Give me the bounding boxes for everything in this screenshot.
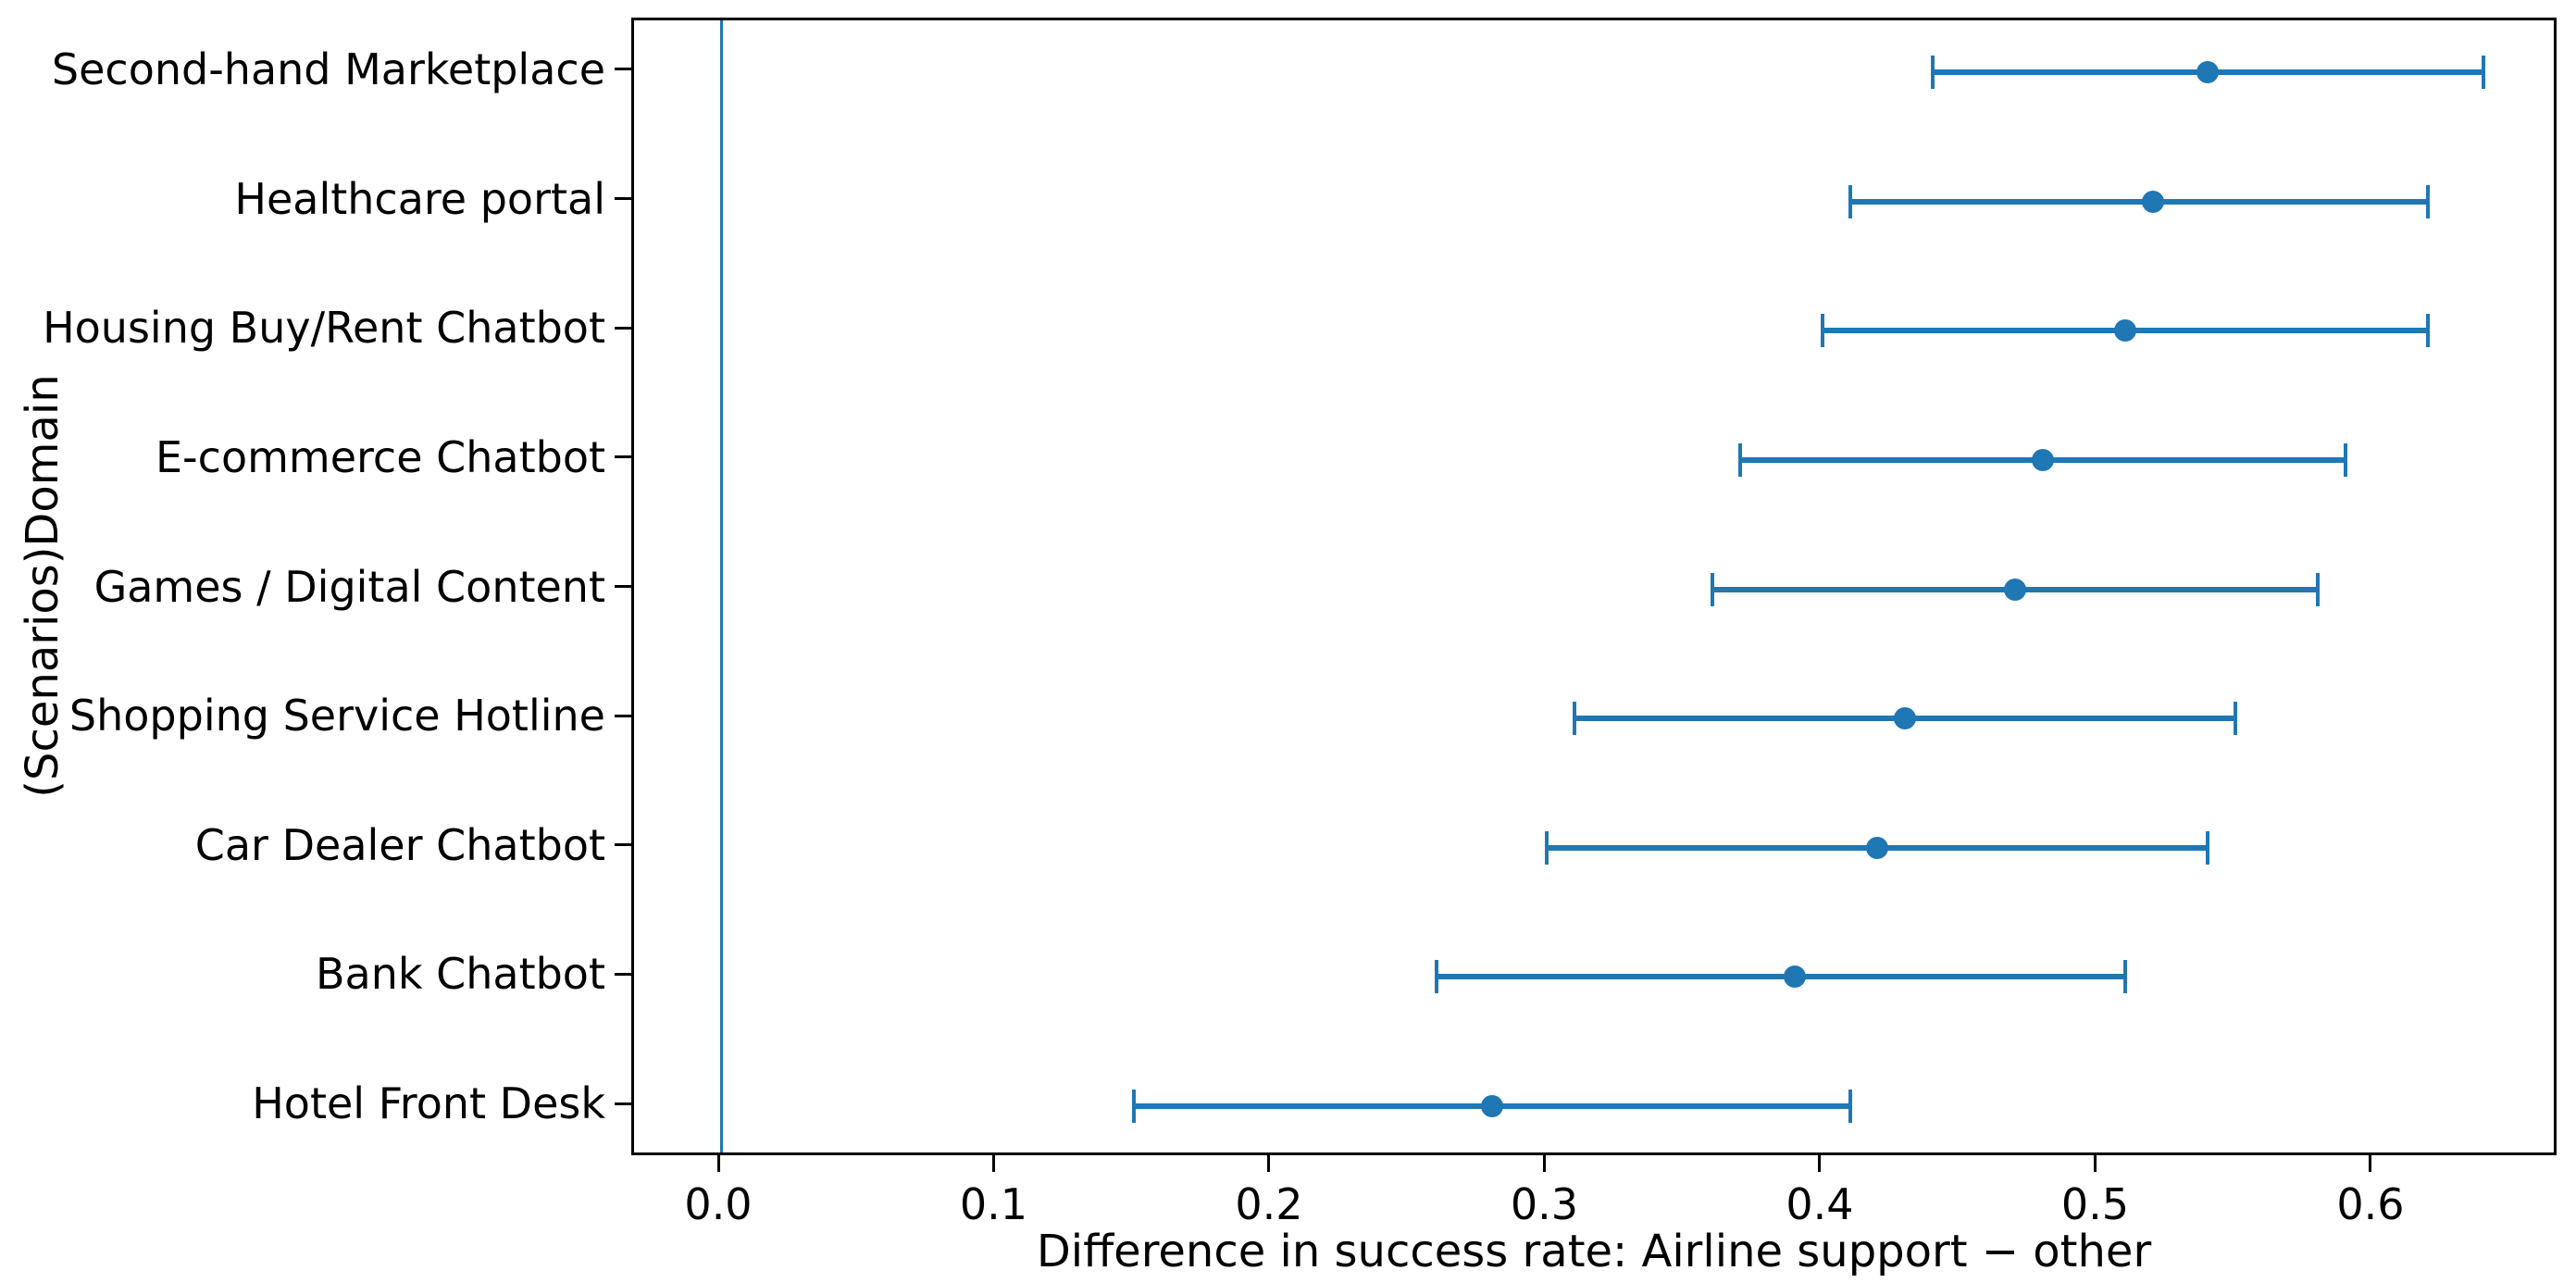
errorbar-cap-left (1132, 1090, 1137, 1124)
x-tick-label: 0.3 (1510, 1179, 1579, 1229)
y-tick-label: Bank Chatbot (315, 949, 605, 1000)
x-tick-label: 0.0 (684, 1179, 753, 1229)
data-point-marker (2004, 578, 2027, 601)
errorbar-cap-left (1848, 184, 1852, 218)
errorbar-cap-right (2344, 442, 2348, 477)
data-point-marker (1866, 836, 1889, 859)
errorbar-cap-right (2426, 184, 2431, 218)
data-point-marker (1894, 707, 1917, 730)
plot-area (631, 18, 2557, 1155)
x-tick-label: 0.1 (959, 1179, 1028, 1229)
errorbar-cap-right (2234, 702, 2238, 736)
y-tick-mark (615, 68, 631, 71)
y-tick-label: Healthcare portal (234, 173, 605, 224)
y-tick-label: Second-hand Marketplace (51, 44, 605, 94)
errorbar-cap-right (2123, 960, 2128, 994)
y-tick-label: Car Dealer Chatbot (194, 819, 605, 870)
errorbar-cap-right (2426, 314, 2431, 348)
data-point-marker (2196, 60, 2220, 83)
y-tick-label: Housing Buy/Rent Chatbot (43, 303, 605, 354)
y-tick-mark (615, 1102, 631, 1105)
errorbar-cap-right (2481, 55, 2485, 89)
errorbar-line (1437, 974, 2126, 980)
data-point-marker (2031, 448, 2054, 471)
y-tick-mark (615, 326, 631, 330)
errorbar-cap-left (1710, 572, 1714, 606)
y-tick-mark (615, 972, 631, 976)
y-tick-label: Games / Digital Content (93, 561, 605, 612)
errorbar-cap-left (1737, 442, 1742, 477)
y-tick-mark (615, 585, 631, 588)
y-tick-mark (615, 843, 631, 847)
zero-reference-line (719, 20, 723, 1152)
x-tick-mark (991, 1155, 995, 1172)
data-point-marker (2114, 319, 2137, 343)
x-tick-label: 0.4 (1786, 1179, 1854, 1229)
errorbar-cap-right (2316, 572, 2321, 606)
x-tick-label: 0.2 (1235, 1179, 1303, 1229)
errorbar-cap-left (1820, 314, 1824, 348)
y-tick-label: E-commerce Chatbot (155, 431, 605, 482)
x-axis-label: Difference in success rate: Airline supp… (1036, 1226, 2152, 1277)
x-tick-mark (1818, 1155, 1822, 1172)
data-point-marker (1480, 1095, 1503, 1118)
errorbar-cap-left (1545, 830, 1549, 865)
x-tick-mark (1542, 1155, 1546, 1172)
errorbar-cap-right (1848, 1090, 1852, 1124)
errorbar-line (1849, 198, 2429, 205)
x-tick-mark (2369, 1155, 2372, 1172)
x-tick-mark (2093, 1155, 2097, 1172)
errorbar-cap-left (1930, 55, 1935, 89)
errorbar-cap-right (2206, 830, 2210, 865)
data-point-marker (2141, 190, 2164, 213)
y-tick-mark (615, 455, 631, 459)
errorbar-cap-left (1435, 960, 1439, 994)
y-tick-mark (615, 197, 631, 201)
x-tick-label: 0.6 (2336, 1179, 2405, 1229)
x-tick-mark (1267, 1155, 1271, 1172)
errorbar-cap-left (1573, 702, 1577, 736)
y-tick-mark (615, 714, 631, 717)
y-tick-label: Shopping Service Hotline (68, 691, 605, 741)
x-tick-label: 0.5 (2060, 1179, 2129, 1229)
data-point-marker (1784, 965, 1807, 989)
x-tick-mark (716, 1155, 720, 1172)
y-tick-label: Hotel Front Desk (252, 1078, 605, 1129)
